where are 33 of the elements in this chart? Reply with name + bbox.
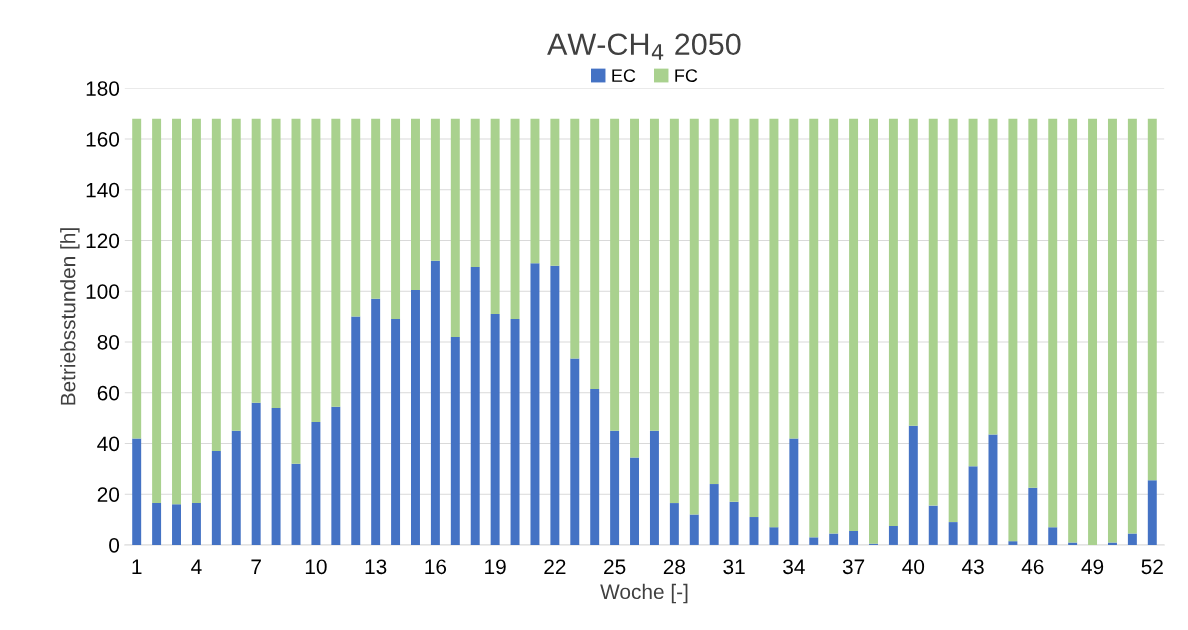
x-tick-label: 4 [191,559,202,574]
x-axis-title: Woche [-] [600,583,688,604]
x-tick-label: 52 [1141,559,1163,575]
x-tick-label: 22 [544,559,566,574]
x-tick-label: 7 [251,559,261,574]
x-tick-label: 19 [485,559,506,575]
x-tick-label: 28 [663,559,686,575]
x-tick-label: 43 [961,559,984,575]
legend-label: FC [675,69,698,82]
x-tick-label: 40 [902,559,925,575]
x-tick-label: 10 [305,559,327,575]
y-tick-label: 20 [97,487,120,502]
y-axis-title: Betriebsstunden [h] [60,228,80,405]
x-tick-label: 1 [132,559,142,574]
x-tick-label: 25 [604,559,626,575]
chart-title: AW-CH$_{4}$ 2050 [547,33,741,60]
y-tick-label: 100 [86,284,120,299]
y-tick-label: 120 [86,233,120,249]
y-tick-label: 160 [86,131,120,147]
x-tick-label: 31 [723,559,745,575]
y-tick-label: 80 [97,334,120,350]
x-tick-label: 49 [1081,559,1104,575]
x-tick-label: 46 [1021,559,1044,575]
x-tick-label: 37 [842,559,865,575]
x-tick-label: 13 [365,559,387,575]
y-tick-label: 40 [97,436,120,452]
legend-label: EC [612,69,636,82]
x-tick-label: 16 [425,559,447,575]
y-tick-label: 140 [86,182,120,198]
y-tick-label: 60 [97,385,120,401]
y-tick-label: 180 [86,81,120,96]
x-tick-label: 34 [783,559,805,575]
y-tick-label: 0 [109,537,120,553]
